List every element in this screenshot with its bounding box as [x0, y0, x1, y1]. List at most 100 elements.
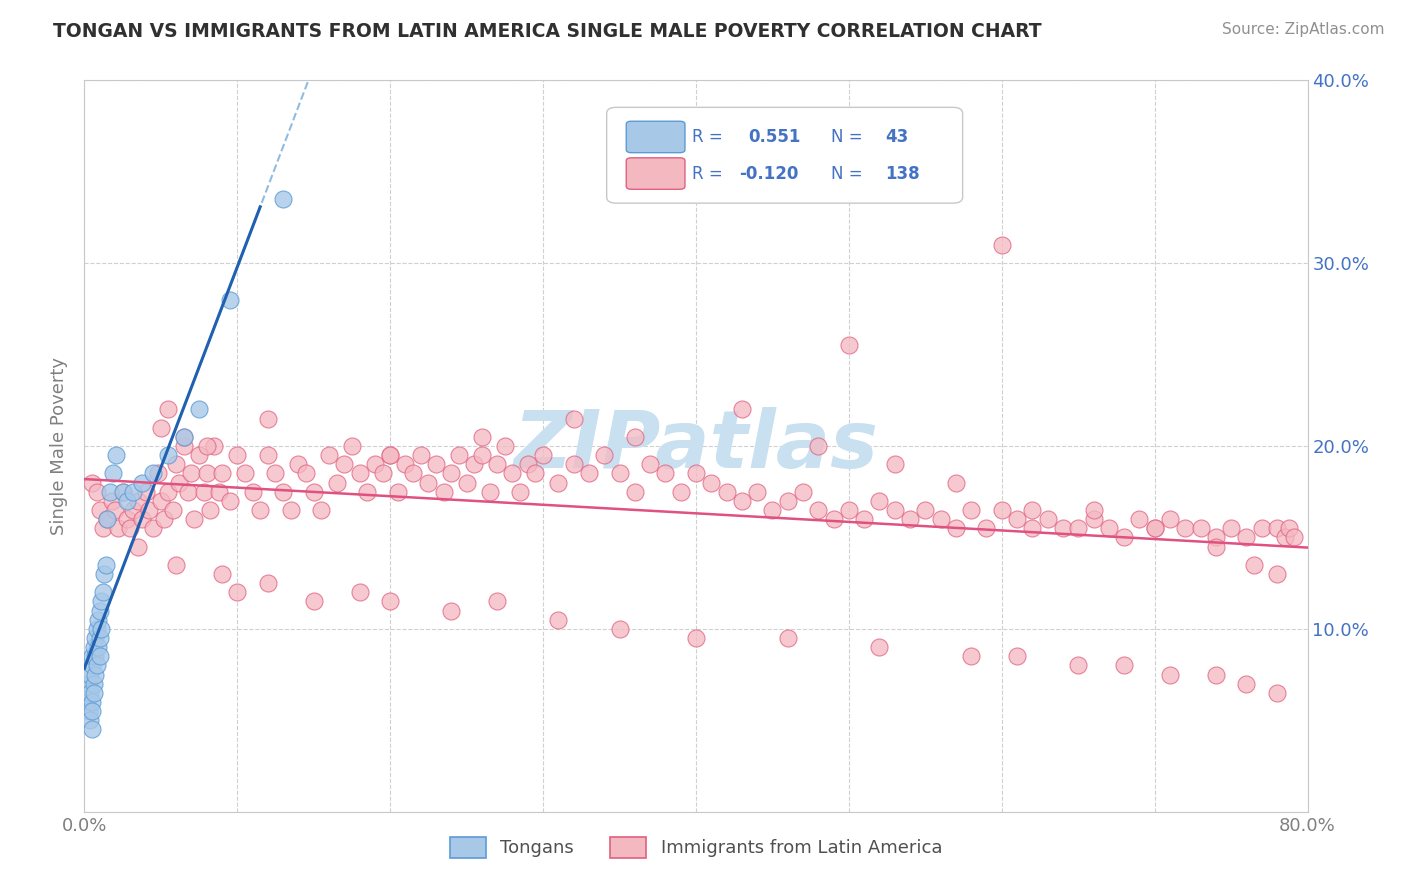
Point — [142, 467, 165, 481]
Point — [318, 448, 340, 462]
Point — [731, 494, 754, 508]
Point — [295, 467, 318, 481]
Point — [1098, 521, 1121, 535]
Point — [776, 631, 799, 645]
Point — [1265, 521, 1288, 535]
Point — [188, 448, 211, 462]
Point — [654, 467, 676, 481]
Point — [80, 475, 103, 490]
Point — [135, 484, 157, 499]
Text: TONGAN VS IMMIGRANTS FROM LATIN AMERICA SINGLE MALE POVERTY CORRELATION CHART: TONGAN VS IMMIGRANTS FROM LATIN AMERICA … — [53, 22, 1042, 41]
Point — [447, 448, 470, 462]
Point — [1265, 686, 1288, 700]
Legend: Tongans, Immigrants from Latin America: Tongans, Immigrants from Latin America — [443, 830, 949, 865]
Point — [456, 475, 478, 490]
Point — [524, 467, 547, 481]
Text: N =: N = — [831, 128, 862, 146]
Point — [89, 631, 111, 645]
Point — [380, 448, 402, 462]
Point — [104, 503, 127, 517]
Point — [149, 421, 172, 435]
Text: 43: 43 — [886, 128, 908, 146]
Point — [271, 192, 294, 206]
Point — [898, 512, 921, 526]
Point — [960, 649, 983, 664]
Y-axis label: Single Male Poverty: Single Male Poverty — [51, 357, 69, 535]
Point — [700, 475, 723, 490]
Point — [1274, 530, 1296, 544]
Point — [146, 467, 169, 481]
FancyBboxPatch shape — [626, 158, 685, 189]
Point — [1174, 521, 1197, 535]
Point — [257, 448, 280, 462]
Point — [440, 467, 463, 481]
Point — [1067, 521, 1090, 535]
Point — [402, 467, 425, 481]
Point — [177, 484, 200, 499]
Point — [280, 503, 302, 517]
Point — [79, 686, 101, 700]
Point — [394, 457, 416, 471]
Point — [127, 494, 149, 508]
Point — [91, 585, 114, 599]
FancyBboxPatch shape — [626, 121, 685, 153]
Point — [257, 576, 280, 591]
Point — [609, 467, 631, 481]
Point — [883, 503, 905, 517]
Point — [349, 467, 371, 481]
Point — [669, 484, 692, 499]
Point — [195, 439, 218, 453]
Point — [440, 603, 463, 617]
Point — [311, 503, 333, 517]
Point — [578, 467, 600, 481]
Point — [976, 521, 998, 535]
Point — [89, 603, 111, 617]
Point — [165, 558, 187, 572]
Point — [792, 484, 814, 499]
FancyBboxPatch shape — [606, 107, 963, 203]
Point — [685, 467, 707, 481]
Point — [547, 613, 569, 627]
Point — [188, 402, 211, 417]
Point — [425, 457, 447, 471]
Point — [101, 494, 124, 508]
Point — [79, 714, 101, 728]
Point — [83, 686, 105, 700]
Point — [761, 503, 783, 517]
Point — [122, 484, 145, 499]
Point — [433, 484, 456, 499]
Point — [883, 457, 905, 471]
Point — [1282, 530, 1305, 544]
Point — [83, 640, 105, 655]
Point — [478, 484, 501, 499]
Point — [80, 695, 103, 709]
Point — [287, 457, 309, 471]
Point — [486, 457, 509, 471]
Point — [84, 649, 107, 664]
Point — [333, 457, 356, 471]
Text: R =: R = — [692, 128, 723, 146]
Point — [1243, 558, 1265, 572]
Point — [218, 293, 240, 307]
Point — [1128, 512, 1150, 526]
Point — [211, 467, 233, 481]
Point — [1236, 530, 1258, 544]
Point — [463, 457, 485, 471]
Text: N =: N = — [831, 165, 862, 183]
Point — [838, 503, 860, 517]
Point — [1143, 521, 1166, 535]
Point — [242, 484, 264, 499]
Point — [80, 649, 103, 664]
Point — [1159, 667, 1181, 681]
Point — [94, 558, 117, 572]
Point — [991, 503, 1014, 517]
Point — [1021, 503, 1043, 517]
Point — [1021, 521, 1043, 535]
Point — [226, 585, 249, 599]
Point — [208, 484, 231, 499]
Point — [257, 411, 280, 425]
Point — [193, 484, 215, 499]
Point — [86, 622, 108, 636]
Point — [233, 467, 256, 481]
Point — [1265, 567, 1288, 582]
